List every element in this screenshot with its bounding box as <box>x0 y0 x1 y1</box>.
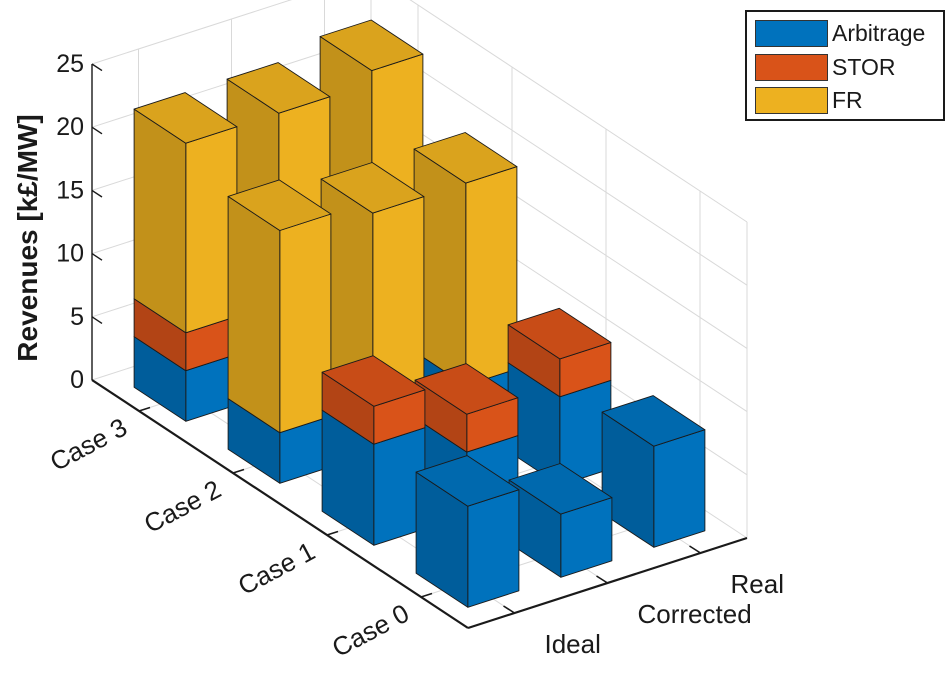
bar-segment-arbitrage <box>602 396 705 548</box>
case-tick <box>233 470 244 474</box>
z-tick-label: 20 <box>56 113 84 141</box>
case-tick <box>139 408 150 412</box>
legend-swatch-arbitrage <box>755 20 828 47</box>
bar-segment-fr <box>134 93 237 333</box>
z-axis-title: Revenues [k£/MW] <box>12 114 43 361</box>
bar-face-side <box>134 109 186 333</box>
z-tick-label: 25 <box>56 50 84 78</box>
case-tick-label: Case 3 <box>45 412 132 477</box>
bar-face-side <box>228 196 280 432</box>
scenario-tick <box>597 576 608 583</box>
z-tick-label: 0 <box>70 366 84 394</box>
case-tick <box>327 532 338 536</box>
z-tick-label: 15 <box>56 176 84 204</box>
legend-label-fr: FR <box>832 87 863 114</box>
scenario-tick <box>690 546 701 553</box>
bar-layer <box>134 20 705 607</box>
case-tick-label: Case 0 <box>327 598 414 663</box>
case-tick-label: Case 2 <box>139 474 226 539</box>
z-tick <box>92 380 102 387</box>
bar-case-0-real <box>602 396 705 548</box>
scenario-tick-label: Corrected <box>638 599 752 629</box>
bar-segment-fr <box>228 180 331 433</box>
z-tick <box>92 254 102 261</box>
z-tick <box>92 127 102 134</box>
legend-label-stor: STOR <box>832 54 895 81</box>
bar-case-1-real <box>508 308 611 485</box>
bar-face-front <box>468 490 519 608</box>
scenario-tick-label: Real <box>731 569 784 599</box>
bar-face-front <box>654 430 705 548</box>
z-tick <box>92 64 102 71</box>
bar-case-2-ideal <box>228 180 331 483</box>
scenario-tick-label: Ideal <box>545 629 601 659</box>
bar-case-1-ideal <box>322 356 425 546</box>
legend-label-arbitrage: Arbitrage <box>832 20 925 47</box>
bar-case-0-corrected <box>509 464 612 578</box>
case-tick-label: Case 1 <box>233 536 320 601</box>
z-tick-label: 10 <box>56 240 84 268</box>
bar-segment-fr <box>414 133 517 386</box>
legend-item-arbitrage: Arbitrage <box>755 18 925 48</box>
legend-item-fr: FR <box>755 85 863 115</box>
z-tick <box>92 317 102 324</box>
bar-case-3-ideal <box>134 93 237 422</box>
z-tick <box>92 190 102 197</box>
legend-swatch-fr <box>755 87 828 114</box>
legend-swatch-stor <box>755 54 828 81</box>
z-tick-label: 5 <box>70 303 84 331</box>
bar-segment-arbitrage <box>509 464 612 578</box>
scenario-tick <box>504 606 515 613</box>
legend: Arbitrage STOR FR <box>745 10 945 121</box>
legend-item-stor: STOR <box>755 52 895 82</box>
case-tick <box>421 594 432 598</box>
